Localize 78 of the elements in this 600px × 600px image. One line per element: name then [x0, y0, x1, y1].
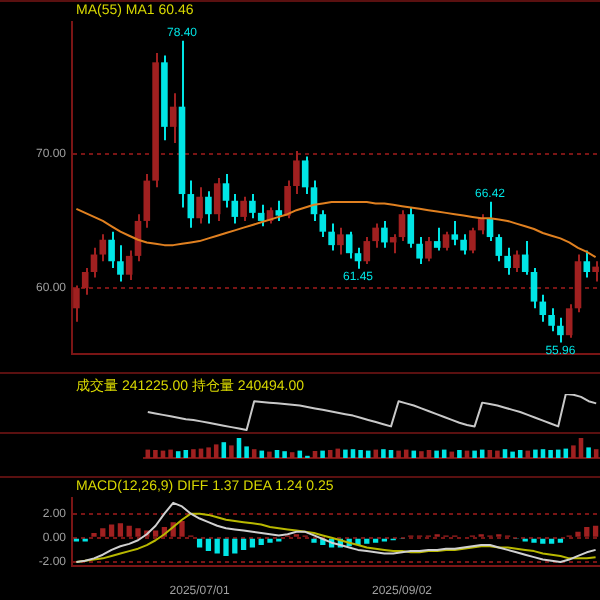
candlestick	[231, 193, 239, 225]
bar	[240, 538, 247, 550]
bar	[343, 449, 348, 458]
bar	[205, 538, 212, 552]
bar	[502, 449, 508, 458]
bar	[571, 445, 576, 458]
candlestick	[495, 233, 503, 263]
bar	[495, 450, 500, 458]
bar	[592, 525, 599, 537]
bar	[358, 450, 363, 458]
bar	[575, 531, 581, 537]
candlestick	[416, 236, 423, 265]
candlestick	[372, 222, 379, 249]
candlestick	[213, 176, 221, 222]
candlestick	[240, 195, 247, 222]
candlestick	[345, 230, 353, 260]
bar	[396, 450, 401, 458]
bar	[213, 444, 219, 458]
bar	[472, 450, 477, 458]
bar	[168, 449, 173, 458]
bar	[251, 449, 257, 458]
candlestick	[513, 249, 520, 274]
bar	[289, 452, 295, 458]
bar	[593, 449, 599, 458]
candlestick	[187, 179, 195, 229]
candlestick	[442, 230, 450, 252]
candlestick	[381, 219, 388, 249]
bar	[540, 449, 546, 458]
candlestick	[275, 199, 283, 222]
candlestick	[143, 172, 151, 229]
candlestick	[249, 193, 256, 220]
bar	[135, 528, 141, 537]
bar	[108, 524, 115, 537]
candlestick	[337, 226, 344, 256]
bar	[510, 451, 515, 458]
bar	[117, 523, 124, 537]
bar	[457, 450, 462, 458]
candlestick	[460, 233, 467, 256]
candlestick	[363, 236, 371, 265]
candlestick	[477, 213, 485, 236]
candlestick	[557, 316, 564, 344]
candlestick	[319, 209, 327, 239]
bar	[179, 520, 185, 537]
bar	[282, 451, 287, 458]
candlestick	[469, 226, 476, 255]
bar	[229, 445, 234, 458]
candlestick	[328, 222, 335, 252]
candlestick	[73, 284, 80, 323]
candlestick	[196, 186, 203, 225]
bar	[320, 450, 325, 458]
candlestick	[99, 233, 107, 263]
bar	[244, 446, 249, 458]
candlestick	[169, 92, 177, 144]
bar	[153, 450, 158, 458]
candlestick	[592, 260, 599, 283]
bar	[223, 538, 229, 556]
bar	[586, 447, 591, 458]
candlestick	[451, 219, 459, 247]
candlestick	[425, 236, 432, 263]
candlestick	[433, 226, 441, 252]
candlestick	[583, 249, 591, 279]
bar	[419, 451, 424, 458]
bar	[533, 449, 538, 458]
bar	[548, 538, 555, 544]
candlestick	[222, 172, 230, 209]
bar	[191, 449, 196, 458]
bar	[267, 451, 272, 458]
candlestick	[205, 190, 212, 225]
bar	[350, 449, 356, 458]
candlestick	[504, 246, 511, 276]
candlestick	[407, 206, 415, 249]
bar	[152, 530, 159, 537]
candlestick	[257, 203, 265, 228]
bar	[548, 450, 553, 458]
bar	[381, 449, 386, 458]
bar	[434, 450, 439, 458]
bar	[206, 447, 211, 458]
bar	[175, 451, 181, 458]
